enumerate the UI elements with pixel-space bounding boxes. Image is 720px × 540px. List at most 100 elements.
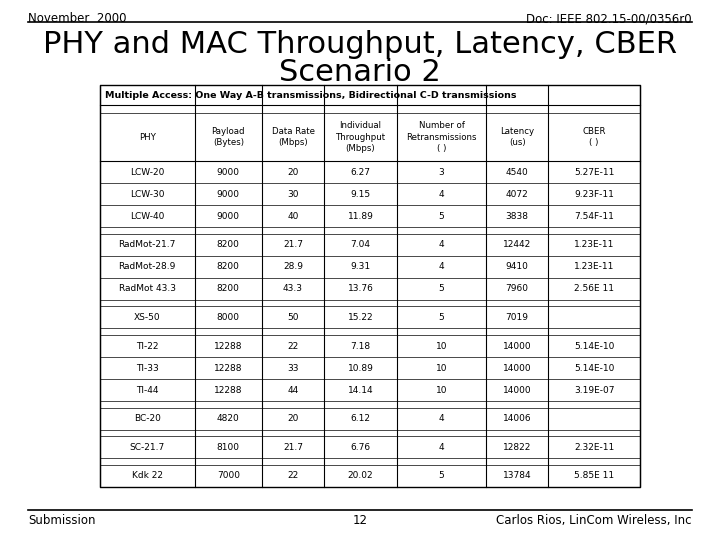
Text: 8200: 8200 [217,284,240,293]
Text: RadMot 43.3: RadMot 43.3 [119,284,176,293]
Text: 15.22: 15.22 [348,313,374,322]
Text: 10: 10 [436,363,447,373]
Text: Number of
Retransmissions
( ): Number of Retransmissions ( ) [406,122,477,153]
Text: Multiple Access: One Way A-B transmissions, Bidirectional C-D transmissions: Multiple Access: One Way A-B transmissio… [105,91,516,99]
Text: 4820: 4820 [217,414,240,423]
Text: 7000: 7000 [217,471,240,481]
Text: 9000: 9000 [217,167,240,177]
Text: 6.27: 6.27 [351,167,371,177]
Text: 6.76: 6.76 [351,443,371,452]
Text: 4: 4 [438,414,444,423]
Text: Individual
Throughput
(Mbps): Individual Throughput (Mbps) [336,122,386,153]
Text: 9.23F-11: 9.23F-11 [574,190,614,199]
Text: 12288: 12288 [214,341,243,350]
Text: XS-50: XS-50 [134,313,161,322]
Text: LCW-30: LCW-30 [130,190,164,199]
Text: 9000: 9000 [217,190,240,199]
Text: 22: 22 [287,471,299,481]
Text: 6.12: 6.12 [351,414,371,423]
Text: 3.19E-07: 3.19E-07 [574,386,614,395]
Text: 7.54F-11: 7.54F-11 [574,212,614,220]
Text: 20: 20 [287,414,299,423]
Text: 5: 5 [438,284,444,293]
Text: 5: 5 [438,313,444,322]
Text: 5.85E 11: 5.85E 11 [574,471,614,481]
Text: 28.9: 28.9 [283,262,303,271]
Text: TI-22: TI-22 [136,341,158,350]
Text: 12: 12 [353,514,367,527]
Text: 5: 5 [438,212,444,220]
Text: LCW-20: LCW-20 [130,167,164,177]
Text: November  2000: November 2000 [28,12,127,25]
Text: 43.3: 43.3 [283,284,303,293]
Text: 10.89: 10.89 [348,363,374,373]
Text: 5.14E-10: 5.14E-10 [574,363,614,373]
Text: 11.89: 11.89 [348,212,374,220]
Text: 1.23E-11: 1.23E-11 [574,240,614,249]
Text: SC-21.7: SC-21.7 [130,443,165,452]
Text: 9000: 9000 [217,212,240,220]
Text: TI-33: TI-33 [136,363,158,373]
Text: 14.14: 14.14 [348,386,374,395]
Text: 2.32E-11: 2.32E-11 [574,443,614,452]
Text: 4: 4 [438,240,444,249]
Text: Doc: IEEE 802.15-00/0356r0: Doc: IEEE 802.15-00/0356r0 [526,12,692,25]
Text: 3: 3 [438,167,444,177]
Bar [100,85,640,487]
Text: Kdk 22: Kdk 22 [132,471,163,481]
Text: 10: 10 [436,386,447,395]
Text: 21.7: 21.7 [283,443,303,452]
Text: TI-44: TI-44 [136,386,158,395]
Text: 1.23E-11: 1.23E-11 [574,262,614,271]
Text: Data Rate
(Mbps): Data Rate (Mbps) [271,127,315,147]
Text: 30: 30 [287,190,299,199]
Text: LCW-40: LCW-40 [130,212,164,220]
Text: 2.56E 11: 2.56E 11 [574,284,614,293]
Text: 4: 4 [438,443,444,452]
Text: Submission: Submission [28,514,96,527]
Text: 33: 33 [287,363,299,373]
Text: 50: 50 [287,313,299,322]
Text: PHY and MAC Throughput, Latency, CBER: PHY and MAC Throughput, Latency, CBER [43,30,677,59]
Text: 7960: 7960 [505,284,528,293]
Text: 12822: 12822 [503,443,531,452]
Text: 3838: 3838 [505,212,528,220]
Text: 7.18: 7.18 [351,341,371,350]
Text: 14000: 14000 [503,363,531,373]
Text: 9410: 9410 [505,262,528,271]
Text: 8000: 8000 [217,313,240,322]
Text: 13.76: 13.76 [348,284,374,293]
Text: Latency
(us): Latency (us) [500,127,534,147]
Text: 14006: 14006 [503,414,531,423]
Text: 12288: 12288 [214,363,243,373]
Text: 22: 22 [287,341,299,350]
Text: 5.27E-11: 5.27E-11 [574,167,614,177]
Text: 4072: 4072 [505,190,528,199]
Text: 20.02: 20.02 [348,471,374,481]
Text: 20: 20 [287,167,299,177]
Text: 14000: 14000 [503,341,531,350]
Text: Payload
(Bytes): Payload (Bytes) [212,127,245,147]
Text: 5: 5 [438,471,444,481]
Text: 13784: 13784 [503,471,531,481]
Text: 8200: 8200 [217,262,240,271]
Text: 5.14E-10: 5.14E-10 [574,341,614,350]
Text: 4540: 4540 [505,167,528,177]
Text: 9.15: 9.15 [351,190,371,199]
Text: 14000: 14000 [503,386,531,395]
Text: 8100: 8100 [217,443,240,452]
Text: RadMot-28.9: RadMot-28.9 [119,262,176,271]
Text: 7.04: 7.04 [351,240,371,249]
Text: 8200: 8200 [217,240,240,249]
Text: 21.7: 21.7 [283,240,303,249]
Text: 44: 44 [287,386,299,395]
Text: 9.31: 9.31 [351,262,371,271]
Text: 4: 4 [438,262,444,271]
Text: 12288: 12288 [214,386,243,395]
Text: BC-20: BC-20 [134,414,161,423]
Text: PHY: PHY [139,132,156,141]
Text: RadMot-21.7: RadMot-21.7 [119,240,176,249]
Text: Carlos Rios, LinCom Wireless, Inc: Carlos Rios, LinCom Wireless, Inc [497,514,692,527]
Text: 7019: 7019 [505,313,528,322]
Text: 4: 4 [438,190,444,199]
